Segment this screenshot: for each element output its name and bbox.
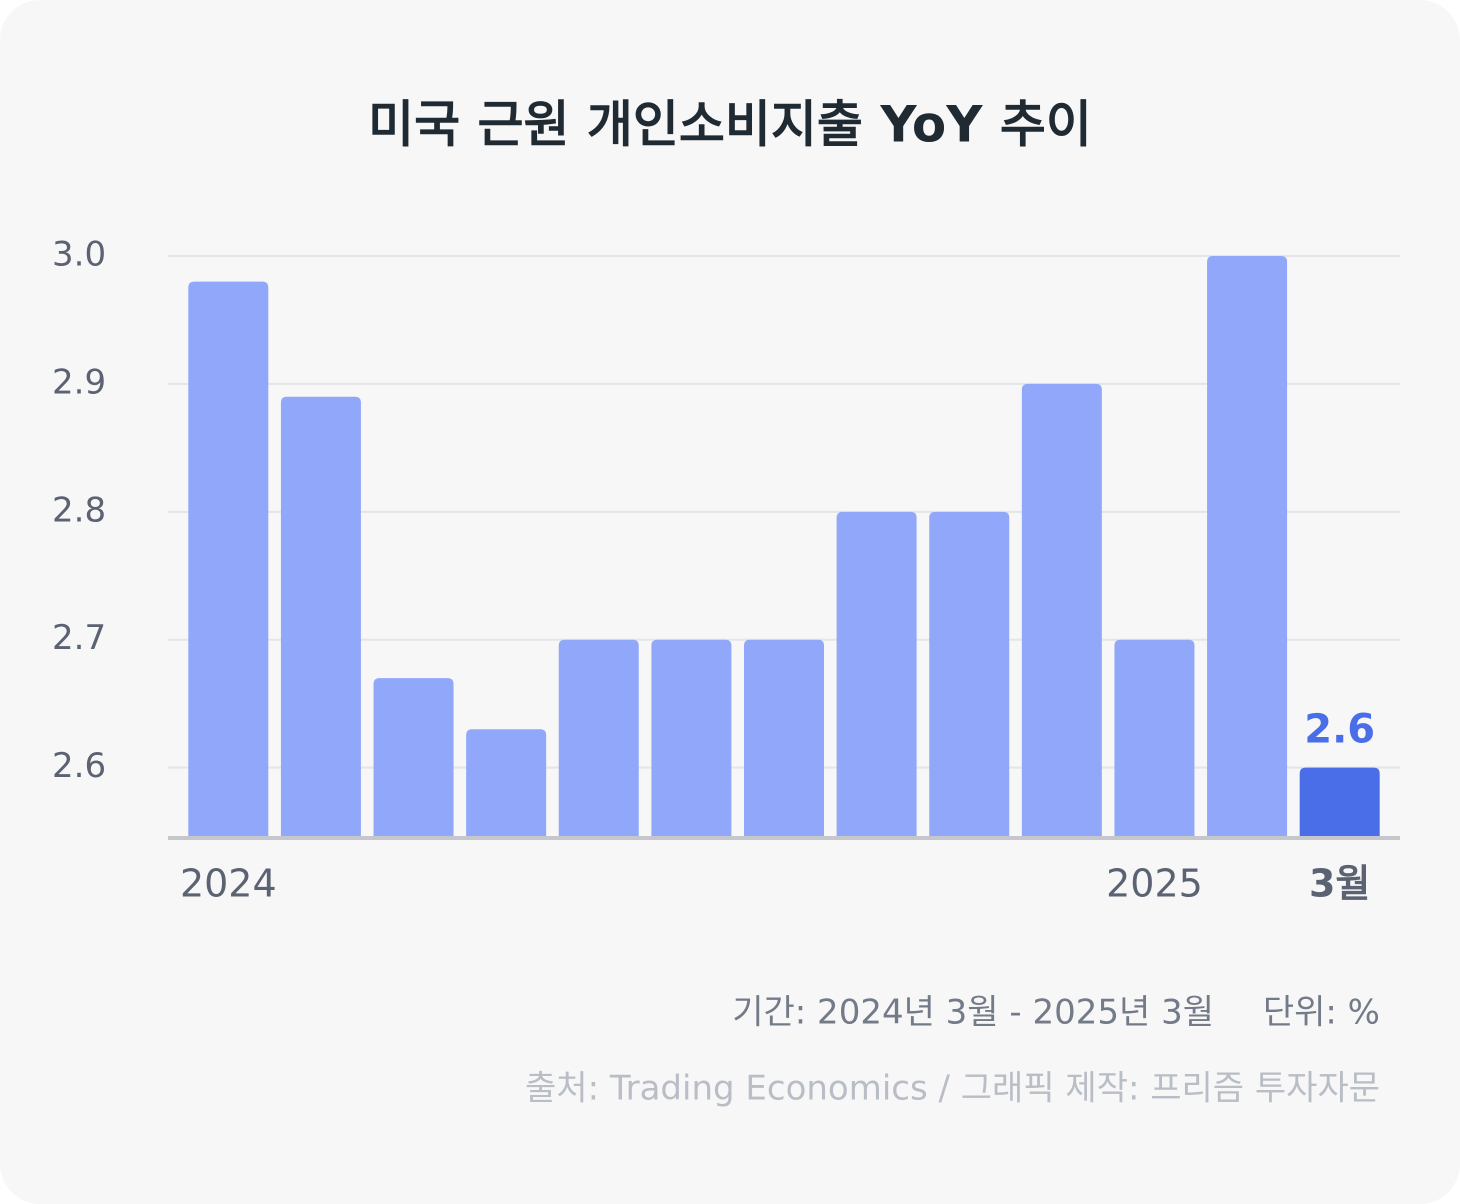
bar [929, 511, 1010, 838]
bar [188, 281, 269, 839]
y-tick-label: 2.8 [52, 490, 106, 530]
bar [1021, 383, 1102, 838]
x-tick-label: 3월 [1309, 862, 1370, 906]
bar [373, 678, 454, 838]
bar [280, 396, 361, 838]
bar [651, 639, 732, 838]
value-label: 2.6 [1304, 707, 1375, 753]
bar [1114, 639, 1195, 838]
x-tick-label: 2025 [1106, 862, 1203, 906]
bar [836, 511, 917, 838]
bar [1299, 767, 1380, 838]
x-tick-label: 2024 [180, 862, 277, 906]
unit-note: 단위: % [1263, 993, 1380, 1033]
y-tick-label: 3.0 [52, 235, 106, 275]
chart-title: 미국 근원 개인소비지출 YoY 추이 [368, 96, 1092, 154]
bar [558, 639, 639, 838]
bar [466, 729, 547, 838]
bar [744, 639, 824, 838]
y-tick-label: 2.9 [52, 362, 106, 402]
y-tick-label: 2.7 [52, 618, 106, 658]
period-note: 기간: 2024년 3월 - 2025년 3월 [732, 993, 1214, 1033]
source-note: 출처: Trading Economics / 그래픽 제작: 프리즘 투자자문 [525, 1069, 1380, 1109]
y-tick-label: 2.6 [52, 746, 106, 786]
bar [1207, 256, 1288, 838]
